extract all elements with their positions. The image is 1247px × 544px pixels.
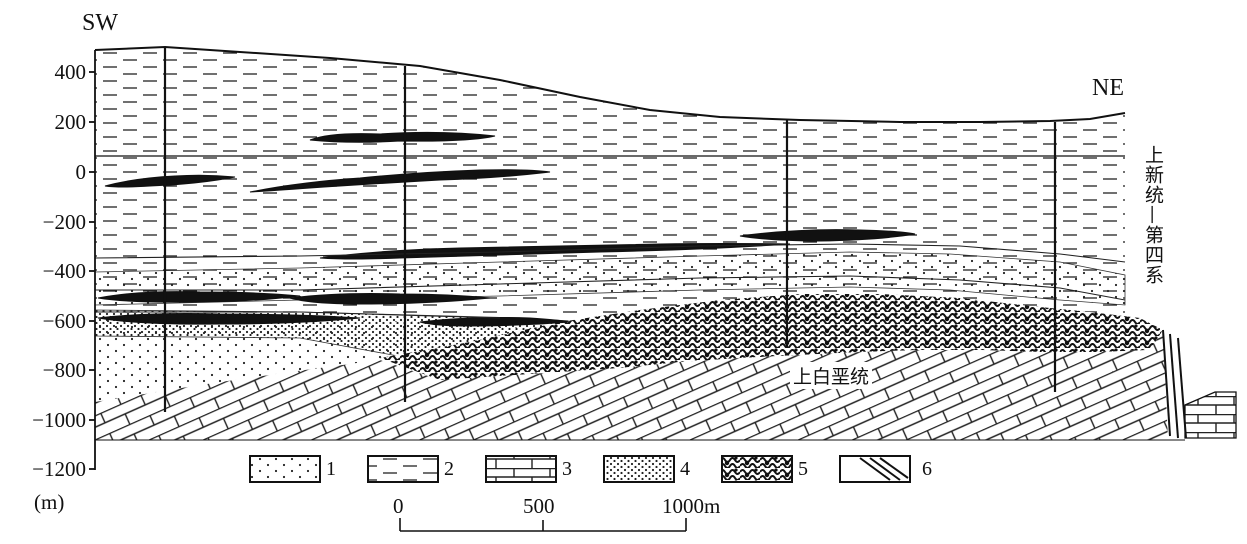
dark-lenses — [97, 131, 916, 327]
legend-label-4: 4 — [680, 458, 690, 480]
scale-bar — [399, 518, 687, 532]
y-tick-label: 400 — [54, 60, 87, 84]
scale-label-1000: 1000m — [662, 494, 721, 518]
legend-label-2: 2 — [444, 458, 454, 480]
bed-lines — [94, 243, 1126, 319]
scale-label-0: 0 — [393, 494, 404, 518]
y-tick-label: −1200 — [32, 457, 86, 481]
legend-swatch-6 — [839, 455, 911, 483]
legend-swatch-1 — [249, 455, 321, 483]
y-tick-label: −600 — [42, 309, 86, 333]
direction-label-sw: SW — [82, 10, 118, 36]
legend-swatches — [249, 455, 911, 483]
y-tick-label: 200 — [54, 110, 87, 134]
legend-swatch-5 — [721, 455, 793, 483]
y-axis — [89, 50, 96, 470]
layer-limestone — [95, 330, 1185, 440]
layer-conglomerate — [380, 294, 1163, 380]
y-tick-label: −800 — [42, 358, 86, 382]
legend-swatch-4 — [603, 455, 675, 483]
y-tick-label: −1000 — [32, 408, 86, 432]
layer-limestone-right — [1184, 391, 1237, 439]
fault-lines — [1162, 329, 1187, 439]
boreholes — [163, 47, 1057, 412]
stratum-label-lower: 上白垩统 — [790, 362, 873, 389]
stratum-label-upper: 上新统—第四系 — [1142, 145, 1164, 285]
surface-profile — [94, 45, 1126, 123]
legend-swatch-2 — [367, 455, 439, 483]
legend-label-5: 5 — [798, 458, 808, 480]
legend-label-6: 6 — [922, 458, 932, 480]
legend-label-1: 1 — [326, 458, 336, 480]
legend-swatch-3 — [485, 455, 557, 483]
scale-label-500: 500 — [523, 494, 555, 518]
layer-clay-main — [95, 47, 1125, 318]
y-tick-label: −200 — [42, 210, 86, 234]
y-tick-label: −400 — [42, 259, 86, 283]
y-tick-label: 0 — [75, 160, 87, 184]
y-axis-unit: (m) — [34, 490, 65, 514]
direction-label-ne: NE — [1092, 75, 1124, 101]
legend-label-3: 3 — [562, 458, 572, 480]
